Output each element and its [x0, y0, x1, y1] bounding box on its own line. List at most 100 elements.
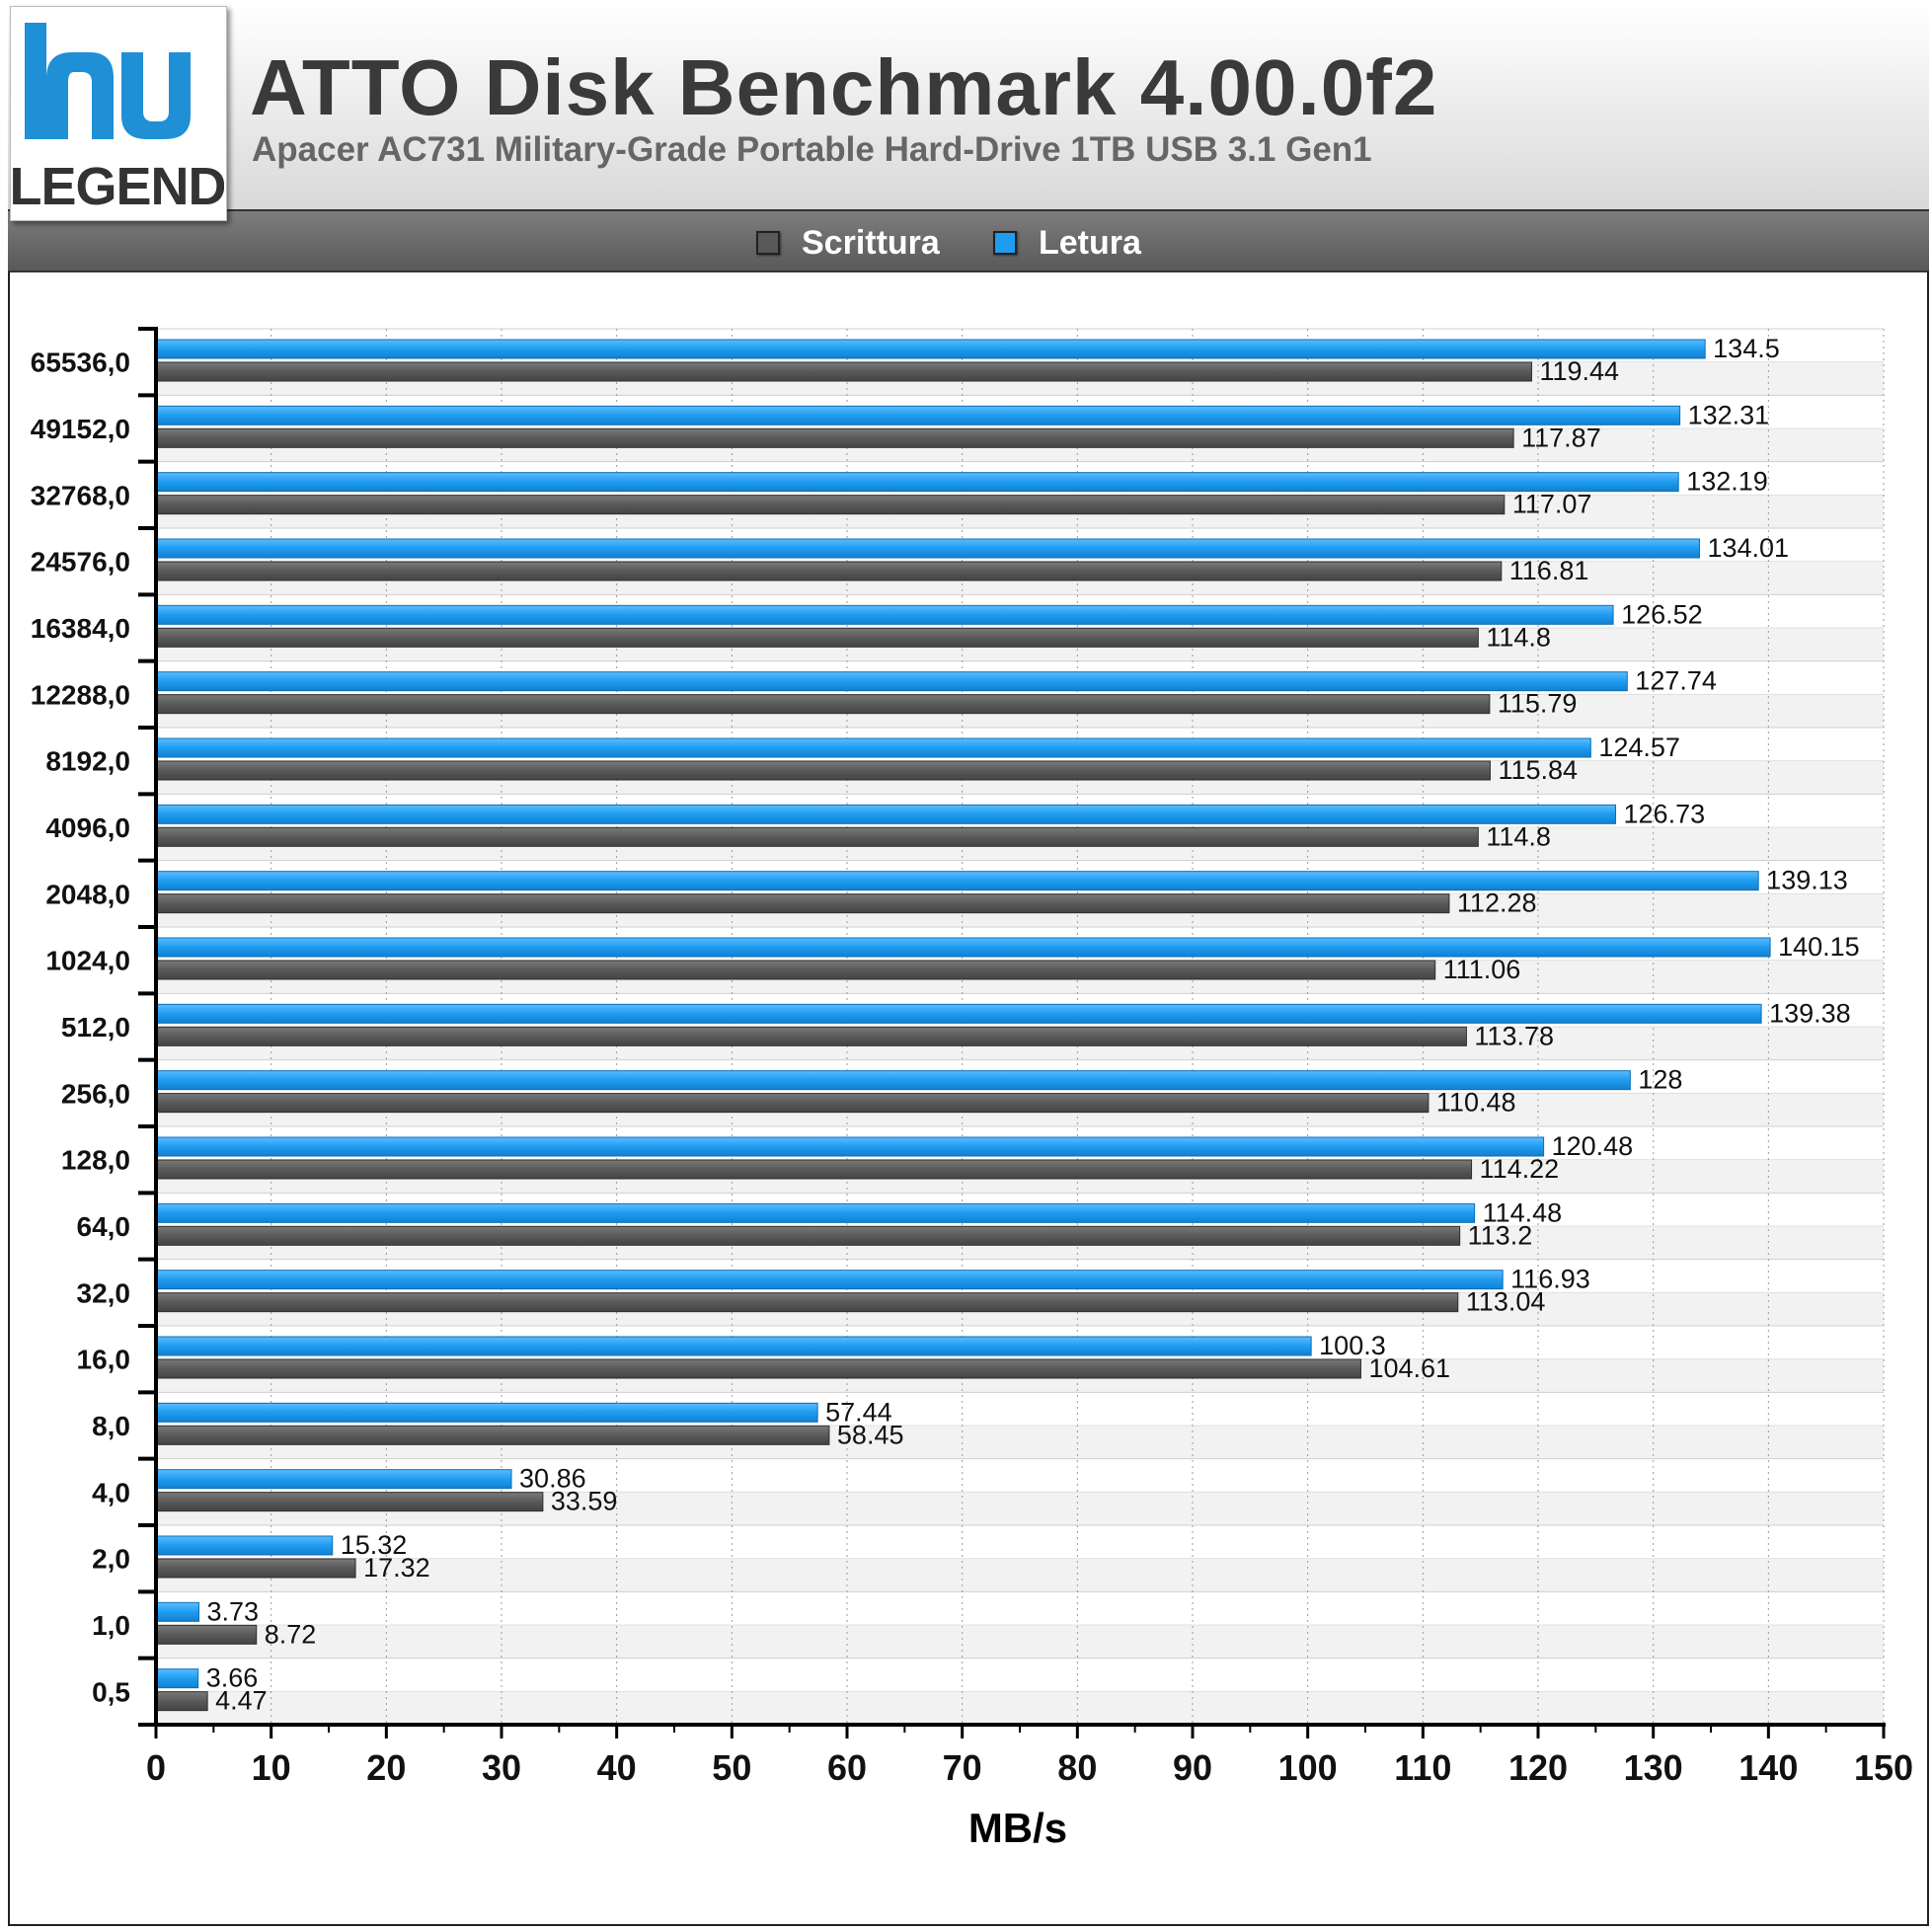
- x-tick-label: 130: [1624, 1747, 1683, 1788]
- value-label-scrittura: 119.44: [1539, 356, 1619, 386]
- x-tick-label: 30: [482, 1747, 521, 1788]
- bar-letura: [155, 538, 1700, 559]
- x-tick-label: 90: [1173, 1747, 1212, 1788]
- x-tick-label: 120: [1508, 1747, 1568, 1788]
- bar-scrittura: [155, 1292, 1459, 1313]
- value-label-scrittura: 4.47: [215, 1686, 268, 1716]
- value-label-scrittura: 114.22: [1480, 1154, 1560, 1184]
- bar-scrittura: [155, 627, 1479, 648]
- bar-letura: [155, 339, 1706, 359]
- bar-scrittura: [155, 760, 1491, 781]
- value-label-letura: 124.57: [1598, 733, 1680, 762]
- bar-letura: [155, 1202, 1476, 1223]
- value-label-scrittura: 33.59: [551, 1487, 618, 1516]
- value-label-letura: 128: [1638, 1065, 1682, 1095]
- value-label-letura: 120.48: [1552, 1131, 1634, 1161]
- value-label-scrittura: 111.06: [1443, 955, 1521, 984]
- category-label: 1024,0: [45, 946, 130, 976]
- value-label-letura: 3.66: [206, 1663, 259, 1693]
- bar-scrittura: [155, 495, 1506, 515]
- bar-letura: [155, 1601, 200, 1622]
- value-label-scrittura: 104.61: [1368, 1353, 1450, 1383]
- category-label: 49152,0: [31, 414, 130, 444]
- value-label-letura: 132.31: [1688, 400, 1770, 429]
- legend-swatch-letura: [993, 231, 1017, 255]
- bar-scrittura: [155, 1225, 1461, 1246]
- bar-letura: [155, 1136, 1545, 1157]
- bar-letura: [155, 737, 1591, 758]
- x-tick-label: 10: [252, 1747, 291, 1788]
- bar-letura: [155, 937, 1771, 958]
- value-label-letura: 134.5: [1713, 334, 1780, 363]
- category-label: 512,0: [61, 1012, 130, 1043]
- legend-label-scrittura: Scrittura: [802, 223, 940, 262]
- bar-letura: [155, 1668, 199, 1689]
- value-label-letura: 140.15: [1778, 932, 1860, 962]
- bar-scrittura: [155, 694, 1491, 715]
- category-label: 2048,0: [45, 879, 130, 909]
- value-label-scrittura: 114.8: [1486, 622, 1551, 652]
- x-tick-label: 40: [597, 1747, 637, 1788]
- bar-letura: [155, 804, 1617, 824]
- value-label-scrittura: 113.78: [1474, 1021, 1554, 1050]
- bar-letura: [155, 1535, 334, 1556]
- hwlegend-logo: LEGEND: [10, 6, 227, 221]
- bar-scrittura: [155, 1492, 544, 1512]
- value-label-letura: 30.86: [519, 1464, 586, 1494]
- value-label-scrittura: 116.81: [1509, 556, 1589, 585]
- bar-letura: [155, 671, 1628, 692]
- chart-title: ATTO Disk Benchmark 4.00.0f2: [250, 43, 1438, 131]
- value-label-scrittura: 8.72: [265, 1619, 317, 1649]
- value-label-scrittura: 114.8: [1486, 821, 1551, 851]
- bar-letura: [155, 604, 1614, 625]
- category-label: 4,0: [92, 1477, 130, 1507]
- value-label-letura: 126.73: [1624, 799, 1706, 828]
- bar-scrittura: [155, 1624, 258, 1645]
- bars: [155, 339, 1771, 1712]
- value-label-scrittura: 115.84: [1498, 755, 1578, 785]
- category-label: 256,0: [61, 1078, 130, 1109]
- value-label-letura: 15.32: [341, 1530, 408, 1560]
- bar-letura: [155, 1402, 818, 1423]
- value-label-letura: 127.74: [1635, 666, 1717, 696]
- category-label: 65536,0: [31, 348, 130, 378]
- value-label-scrittura: 110.48: [1436, 1088, 1516, 1118]
- x-axis-label: MB/s: [968, 1805, 1067, 1851]
- bar-letura: [155, 405, 1681, 425]
- bar-letura: [155, 1070, 1631, 1091]
- value-label-letura: 139.13: [1766, 866, 1848, 895]
- legend-bar: Scrittura Letura: [8, 209, 1929, 272]
- x-tick-label: 150: [1854, 1747, 1913, 1788]
- bar-scrittura: [155, 1093, 1430, 1114]
- bar-scrittura: [155, 1425, 830, 1445]
- value-label-letura: 100.3: [1319, 1331, 1386, 1360]
- value-label-scrittura: 112.28: [1457, 888, 1537, 918]
- value-label-scrittura: 117.87: [1521, 423, 1601, 452]
- value-label-scrittura: 113.04: [1466, 1287, 1546, 1317]
- bar-letura: [155, 472, 1679, 493]
- value-label-scrittura: 117.07: [1512, 490, 1592, 519]
- bar-scrittura: [155, 826, 1479, 847]
- chart-subtitle: Apacer AC731 Military-Grade Portable Har…: [252, 130, 1372, 169]
- bar-scrittura: [155, 1026, 1467, 1046]
- row-band: [156, 1625, 1884, 1659]
- bar-letura: [155, 1270, 1504, 1290]
- row-band: [156, 1691, 1884, 1725]
- category-label: 12288,0: [31, 679, 130, 710]
- bar-scrittura: [155, 960, 1436, 980]
- value-label-letura: 3.73: [207, 1596, 260, 1626]
- x-tick-label: 50: [712, 1747, 751, 1788]
- value-label-letura: 116.93: [1510, 1265, 1590, 1294]
- bar-scrittura: [155, 361, 1532, 382]
- x-tick-label: 20: [366, 1747, 406, 1788]
- bar-scrittura: [155, 1691, 208, 1712]
- data-labels: 134.5 119.44 132.31 117.87 132.19 117.07 134.0…: [206, 334, 1860, 1716]
- x-tick-label: 110: [1394, 1747, 1451, 1788]
- x-tick-label: 100: [1278, 1747, 1338, 1788]
- bar-scrittura: [155, 1358, 1361, 1379]
- value-label-letura: 132.19: [1686, 467, 1768, 497]
- row-band: [156, 1558, 1884, 1592]
- category-label: 8192,0: [45, 746, 130, 777]
- bar-scrittura: [155, 427, 1514, 448]
